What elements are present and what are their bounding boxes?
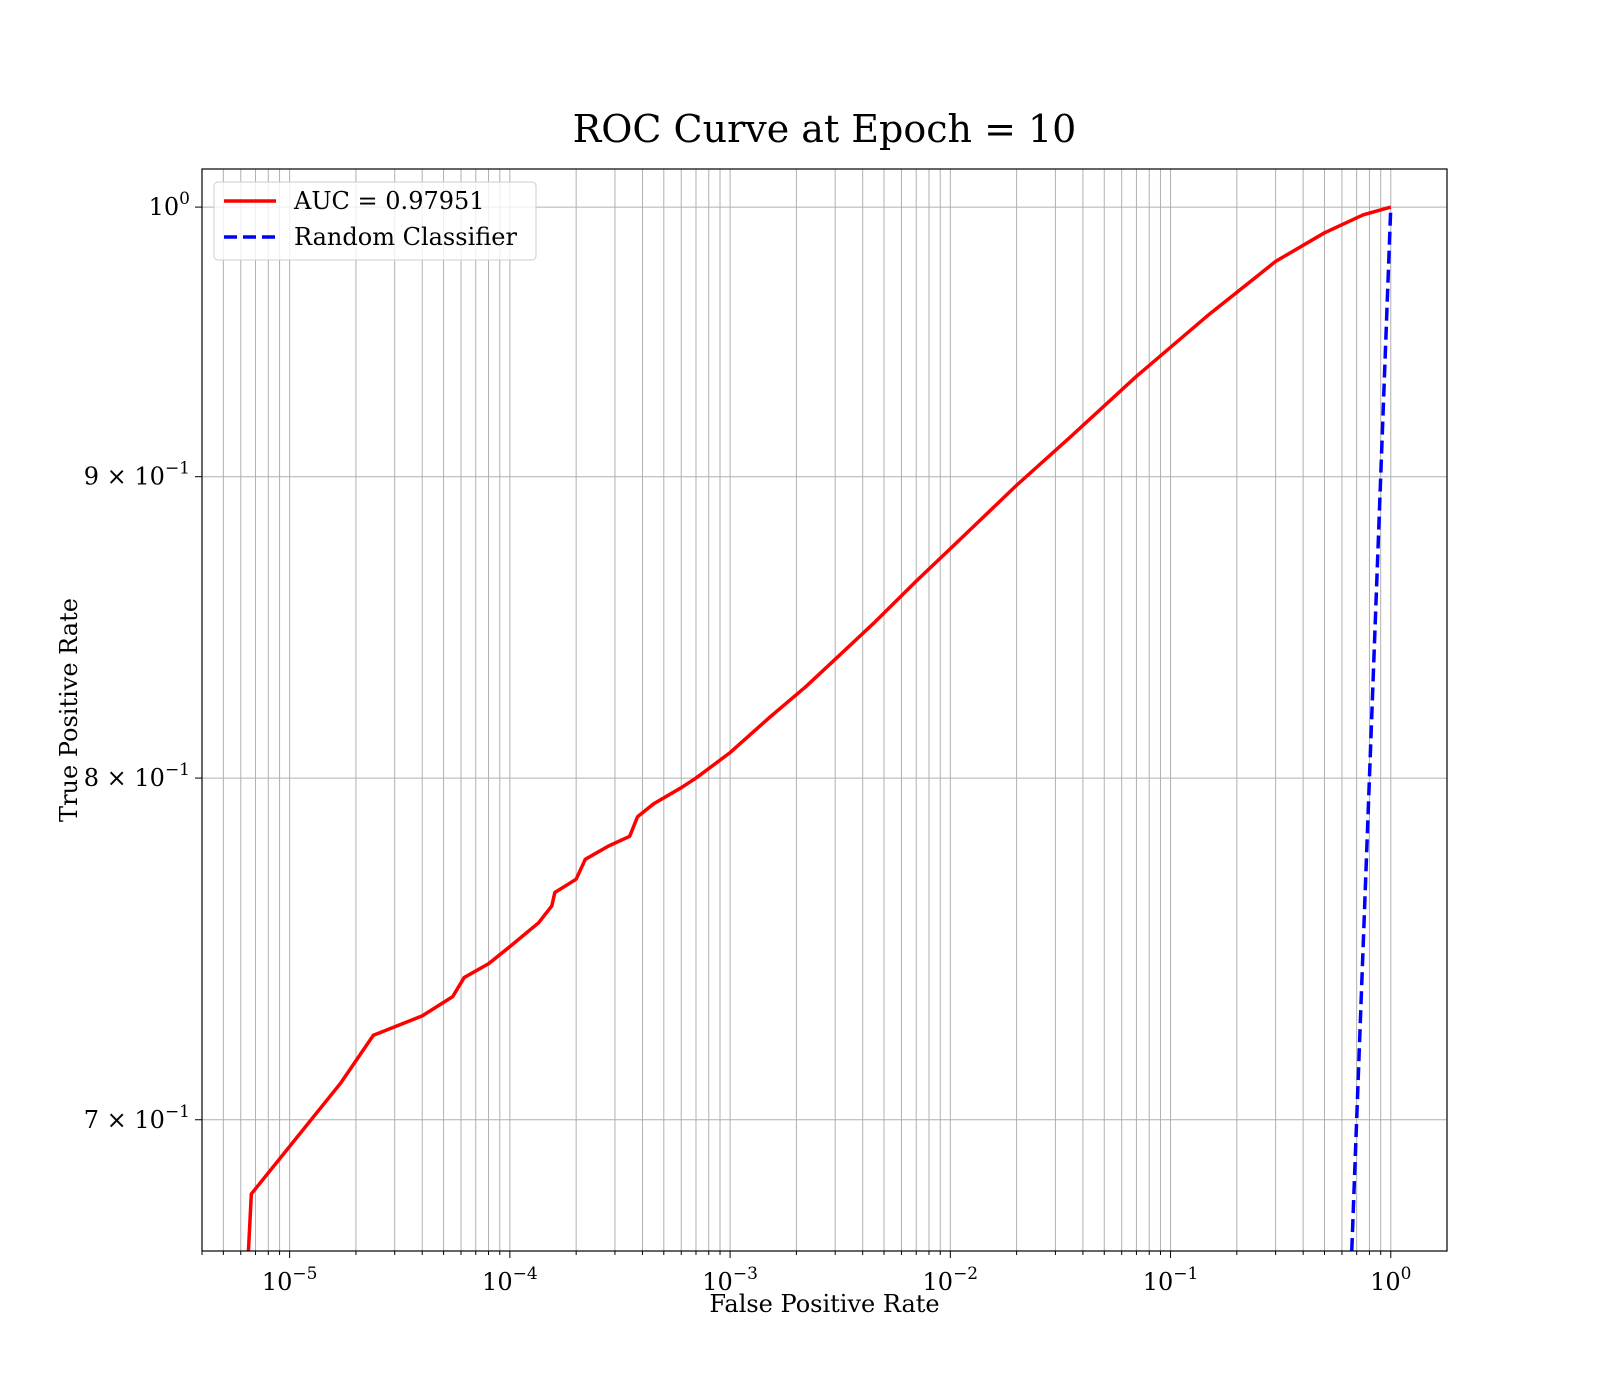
legend-box [213, 181, 537, 261]
plot-area-frame [201, 168, 1448, 1252]
x-tick-label: 10−3 [702, 1264, 758, 1296]
random-classifier-line [1350, 207, 1393, 1251]
y-tick-label: 7 × 10−1 [84, 1102, 190, 1134]
x-tick-label: 10−4 [482, 1264, 538, 1296]
y-tick-label: 100 [149, 189, 190, 221]
y-tick-label: 9 × 10−1 [84, 459, 190, 491]
x-tick-label: 10−2 [923, 1264, 979, 1296]
legend-label: Random Classifier [294, 223, 517, 251]
roc-curve-line [246, 205, 1392, 1251]
x-tick-label: 10−1 [1143, 1264, 1199, 1296]
x-tick-label: 100 [1370, 1264, 1411, 1296]
chart-title: ROC Curve at Epoch = 10 [573, 107, 1077, 151]
x-axis-label: False Positive Rate [709, 1290, 939, 1318]
y-tick-label: 8 × 10−1 [84, 760, 190, 792]
grid-lines [201, 169, 1447, 1251]
legend-label: AUC = 0.97951 [293, 187, 485, 215]
legend: AUC = 0.97951 Random Classifier [213, 181, 537, 261]
x-tick-label: 10−5 [262, 1264, 318, 1296]
y-axis-label: True Positive Rate [55, 598, 83, 822]
series-layer [246, 205, 1393, 1251]
axis-ticks: 10−5 10−4 10−3 10−2 10−1 100 100 9 × 10−1 8 × 10… [84, 189, 1412, 1296]
